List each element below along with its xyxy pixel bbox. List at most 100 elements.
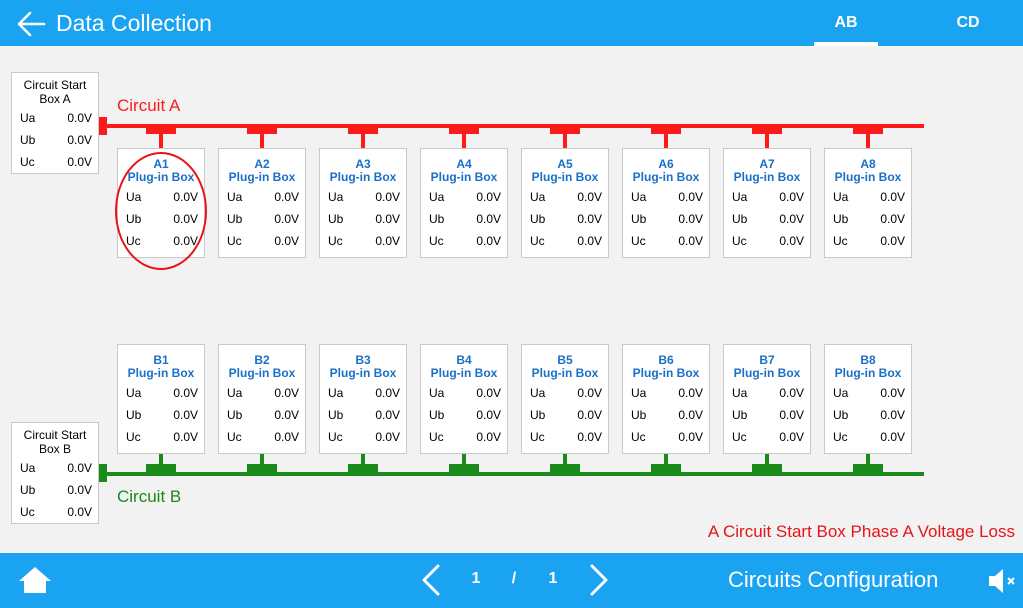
phase-value: 0.0V	[678, 408, 703, 422]
phase-value: 0.0V	[173, 430, 198, 444]
phase-label: Ub	[631, 408, 647, 422]
phase-label: Ua	[732, 386, 748, 400]
phase-row-ub: Ub 0.0V	[219, 404, 305, 426]
phase-value: 0.0V	[274, 190, 299, 204]
phase-value: 0.0V	[274, 212, 299, 226]
plug-in-box-a5[interactable]: A5 Plug-in Box Ua 0.0V Ub 0.0V Uc 0.0V	[521, 148, 609, 258]
phase-row-ua: Ua 0.0V	[320, 382, 406, 404]
phase-row-ua: Ua 0.0V	[623, 186, 709, 208]
phase-value: 0.0V	[678, 234, 703, 248]
phase-label: Ub	[530, 408, 546, 422]
phase-value: 0.0V	[476, 408, 501, 422]
tab-ab[interactable]: AB	[834, 14, 858, 31]
bus-tap	[651, 464, 681, 474]
phase-row-uc: Uc 0.0V	[421, 230, 507, 252]
phase-row-uc: Uc 0.0V	[522, 230, 608, 252]
phase-label: Uc	[328, 234, 343, 248]
plug-in-box-b1[interactable]: B1 Plug-in Box Ua 0.0V Ub 0.0V Uc 0.0V	[117, 344, 205, 454]
circuit-start-box-a[interactable]: Circuit Start Box A Ua 0.0V Ub 0.0V Uc 0…	[11, 72, 99, 174]
phase-value: 0.0V	[67, 505, 92, 519]
bus-tap	[853, 124, 883, 134]
bus-stem	[664, 454, 668, 466]
plug-in-box-subtitle: Plug-in Box	[733, 170, 801, 184]
phase-label: Ub	[732, 408, 748, 422]
bus-tap	[752, 124, 782, 134]
plug-in-box-a3[interactable]: A3 Plug-in Box Ua 0.0V Ub 0.0V Uc 0.0V	[319, 148, 407, 258]
phase-value: 0.0V	[880, 190, 905, 204]
phase-value: 0.0V	[880, 234, 905, 248]
plug-in-box-id: A7	[759, 157, 775, 171]
plug-in-box-b8[interactable]: B8 Plug-in Box Ua 0.0V Ub 0.0V Uc 0.0V	[824, 344, 912, 454]
phase-row-uc: Uc 0.0V	[219, 230, 305, 252]
phase-value: 0.0V	[779, 386, 804, 400]
plug-in-box-b6[interactable]: B6 Plug-in Box Ua 0.0V Ub 0.0V Uc 0.0V	[622, 344, 710, 454]
plug-in-box-b7[interactable]: B7 Plug-in Box Ua 0.0V Ub 0.0V Uc 0.0V	[723, 344, 811, 454]
plug-in-box-id: B4	[456, 353, 472, 367]
phase-label: Uc	[126, 430, 141, 444]
phase-label: Uc	[227, 430, 242, 444]
phase-row-ub: Ub 0.0V	[623, 208, 709, 230]
phase-label: Ub	[429, 408, 445, 422]
phase-row-ub: Ub 0.0V	[320, 404, 406, 426]
phase-row-uc: Uc 0.0V	[724, 230, 810, 252]
plug-in-box-subtitle: Plug-in Box	[632, 170, 700, 184]
plug-in-box-id: A6	[658, 157, 674, 171]
bus-stem	[765, 134, 769, 148]
back-arrow-icon[interactable]	[14, 7, 48, 41]
bottom-bar: 1 / 1 Circuits Configuration	[0, 553, 1023, 608]
phase-label: Ua	[429, 386, 445, 400]
home-icon[interactable]	[17, 565, 53, 595]
phase-label: Ua	[227, 190, 243, 204]
phase-label: Uc	[328, 430, 343, 444]
phase-value: 0.0V	[375, 430, 400, 444]
plug-in-box-b2[interactable]: B2 Plug-in Box Ua 0.0V Ub 0.0V Uc 0.0V	[218, 344, 306, 454]
phase-label: Uc	[732, 234, 747, 248]
phase-value: 0.0V	[375, 212, 400, 226]
tab-cd[interactable]: CD	[956, 14, 980, 31]
plug-in-box-b4[interactable]: B4 Plug-in Box Ua 0.0V Ub 0.0V Uc 0.0V	[420, 344, 508, 454]
phase-row-ua: Ua 0.0V	[724, 382, 810, 404]
phase-label: Ua	[530, 386, 546, 400]
plug-in-box-a7[interactable]: A7 Plug-in Box Ua 0.0V Ub 0.0V Uc 0.0V	[723, 148, 811, 258]
plug-in-box-a2[interactable]: A2 Plug-in Box Ua 0.0V Ub 0.0V Uc 0.0V	[218, 148, 306, 258]
phase-row-ub: Ub 0.0V	[421, 208, 507, 230]
plug-in-box-subtitle: Plug-in Box	[228, 366, 296, 380]
phase-value: 0.0V	[678, 430, 703, 444]
phase-row-uc: Uc 0.0V	[623, 230, 709, 252]
phase-value: 0.0V	[67, 111, 92, 125]
plug-in-box-subtitle: Plug-in Box	[430, 366, 498, 380]
plug-in-box-b5[interactable]: B5 Plug-in Box Ua 0.0V Ub 0.0V Uc 0.0V	[521, 344, 609, 454]
speaker-muted-icon[interactable]	[986, 565, 1018, 597]
phase-label: Uc	[732, 430, 747, 444]
active-tab-indicator	[814, 42, 878, 46]
phase-value: 0.0V	[67, 461, 92, 475]
bus-tap	[752, 464, 782, 474]
plug-in-box-a8[interactable]: A8 Plug-in Box Ua 0.0V Ub 0.0V Uc 0.0V	[824, 148, 912, 258]
plug-in-box-a4[interactable]: A4 Plug-in Box Ua 0.0V Ub 0.0V Uc 0.0V	[420, 148, 508, 258]
phase-value: 0.0V	[880, 408, 905, 422]
circuit-start-box-b[interactable]: Circuit Start Box B Ua 0.0V Ub 0.0V Uc 0…	[11, 422, 99, 524]
bus-stem	[765, 454, 769, 466]
phase-row-uc: Uc 0.0V	[320, 426, 406, 448]
circuit-b-bus	[104, 472, 924, 476]
phase-value: 0.0V	[577, 190, 602, 204]
chevron-left-icon[interactable]	[418, 563, 446, 597]
phase-value: 0.0V	[577, 408, 602, 422]
phase-label: Ub	[126, 408, 142, 422]
page-total: 1	[548, 570, 558, 587]
phase-label: Ua	[328, 386, 344, 400]
plug-in-box-a6[interactable]: A6 Plug-in Box Ua 0.0V Ub 0.0V Uc 0.0V	[622, 148, 710, 258]
plug-in-box-id: B7	[759, 353, 775, 367]
circuits-configuration-button[interactable]: Circuits Configuration	[728, 567, 939, 592]
plug-in-box-subtitle: Plug-in Box	[733, 366, 801, 380]
phase-value: 0.0V	[678, 190, 703, 204]
phase-label: Uc	[20, 505, 35, 519]
phase-label: Uc	[631, 234, 646, 248]
chevron-right-icon[interactable]	[584, 563, 612, 597]
plug-in-box-subtitle: Plug-in Box	[531, 170, 599, 184]
phase-row-ua: Ua 0.0V	[118, 382, 204, 404]
bus-stem	[159, 134, 163, 148]
plug-in-box-b3[interactable]: B3 Plug-in Box Ua 0.0V Ub 0.0V Uc 0.0V	[319, 344, 407, 454]
bus-stem	[260, 134, 264, 148]
phase-label: Ua	[126, 386, 142, 400]
